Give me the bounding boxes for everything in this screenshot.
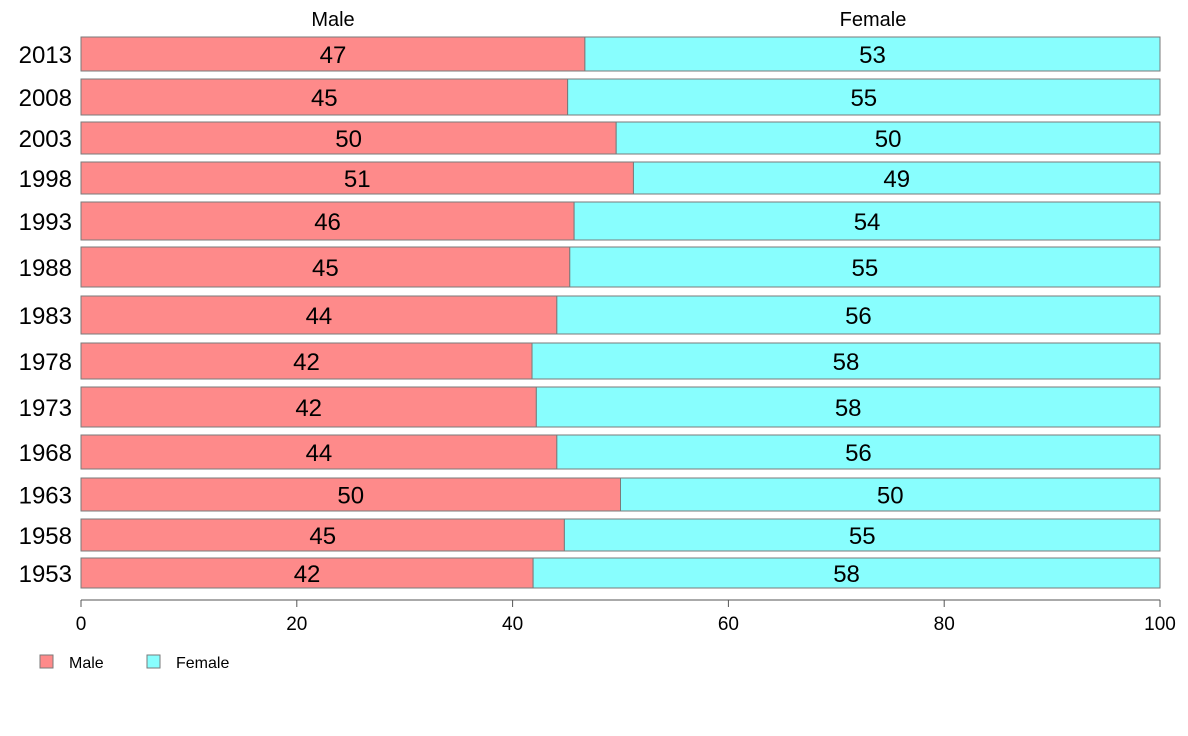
female-bar-2013 <box>584 36 1161 72</box>
female-bar-1963 <box>620 477 1161 512</box>
year-label-2008: 2008 <box>19 85 72 112</box>
female-value-label-2013: 53 <box>859 42 886 69</box>
female-bar-1973 <box>535 386 1161 428</box>
x-tick-label-20: 20 <box>286 614 307 635</box>
male-bar-2003 <box>80 121 617 155</box>
male-value-label-1953: 42 <box>294 561 321 588</box>
female-value-label-1963: 50 <box>877 483 904 510</box>
male-bar-1963 <box>80 477 621 512</box>
year-label-2013: 2013 <box>19 42 72 69</box>
male-value-label-2013: 47 <box>320 42 347 69</box>
female-bar-1993 <box>573 201 1161 241</box>
female-value-label-1988: 55 <box>852 255 879 282</box>
year-label-2003: 2003 <box>19 126 72 153</box>
male-bar-2013 <box>80 36 586 72</box>
male-bar-2008 <box>80 78 569 116</box>
male-value-label-2003: 50 <box>335 126 362 153</box>
male-value-label-1998: 51 <box>344 166 371 193</box>
year-label-1978: 1978 <box>19 349 72 376</box>
x-tick-label-100: 100 <box>1144 614 1176 635</box>
legend-label-male: Male <box>69 655 104 672</box>
year-label-1983: 1983 <box>19 303 72 330</box>
male-value-label-1963: 50 <box>337 483 364 510</box>
female-bar-2008 <box>567 78 1161 116</box>
male-bar-1973 <box>80 386 537 428</box>
female-bar-2003 <box>615 121 1161 155</box>
male-bar-1998 <box>80 161 634 195</box>
female-value-label-1998: 49 <box>883 166 910 193</box>
female-value-label-1983: 56 <box>845 303 872 330</box>
legend-swatch-male <box>39 654 54 669</box>
female-column-header: Female <box>840 9 907 31</box>
female-value-label-1958: 55 <box>849 523 876 550</box>
male-value-label-1973: 42 <box>295 395 322 422</box>
male-bar-1953 <box>80 557 534 589</box>
male-value-label-1978: 42 <box>293 349 320 376</box>
male-value-label-1993: 46 <box>314 209 341 236</box>
female-value-label-2008: 55 <box>850 85 877 112</box>
male-value-label-1968: 44 <box>306 440 333 467</box>
male-value-label-1988: 45 <box>312 255 339 282</box>
female-value-label-2003: 50 <box>875 126 902 153</box>
male-bar-1958 <box>80 518 565 552</box>
female-value-label-1968: 56 <box>845 440 872 467</box>
male-value-label-2008: 45 <box>311 85 338 112</box>
x-tick-label-80: 80 <box>934 614 955 635</box>
year-label-1973: 1973 <box>19 395 72 422</box>
female-bar-1988 <box>569 246 1161 288</box>
female-value-label-1973: 58 <box>835 395 862 422</box>
male-bar-1993 <box>80 201 575 241</box>
year-label-1988: 1988 <box>19 255 72 282</box>
male-bar-1983 <box>80 295 558 335</box>
year-label-1968: 1968 <box>19 440 72 467</box>
male-value-label-1958: 45 <box>309 523 336 550</box>
legend-label-female: Female <box>176 655 229 672</box>
male-column-header: Male <box>311 9 354 31</box>
female-bar-1998 <box>632 161 1161 195</box>
x-axis: 0 20 40 60 80 100 <box>76 599 1176 635</box>
female-bar-1983 <box>556 295 1161 335</box>
female-bar-1953 <box>532 557 1161 589</box>
year-label-1993: 1993 <box>19 209 72 236</box>
year-label-1953: 1953 <box>19 561 72 588</box>
male-bar-1968 <box>80 434 558 470</box>
female-value-label-1978: 58 <box>833 349 860 376</box>
female-bar-1978 <box>531 342 1161 380</box>
female-bar-1968 <box>556 434 1161 470</box>
year-label-1998: 1998 <box>19 166 72 193</box>
female-value-label-1993: 54 <box>854 209 881 236</box>
female-value-label-1953: 58 <box>833 561 860 588</box>
legend: Male Female <box>39 654 229 672</box>
bars-group: 2013 47 53 2008 45 55 2003 50 50 1998 51 49 1993 46 54… <box>19 36 1161 589</box>
year-label-1958: 1958 <box>19 523 72 550</box>
x-tick-label-0: 0 <box>76 614 87 635</box>
x-tick-label-40: 40 <box>502 614 523 635</box>
female-bar-1958 <box>563 518 1161 552</box>
legend-swatch-female <box>146 654 161 669</box>
x-tick-label-60: 60 <box>718 614 739 635</box>
male-value-label-1983: 44 <box>306 303 333 330</box>
year-label-1963: 1963 <box>19 483 72 510</box>
